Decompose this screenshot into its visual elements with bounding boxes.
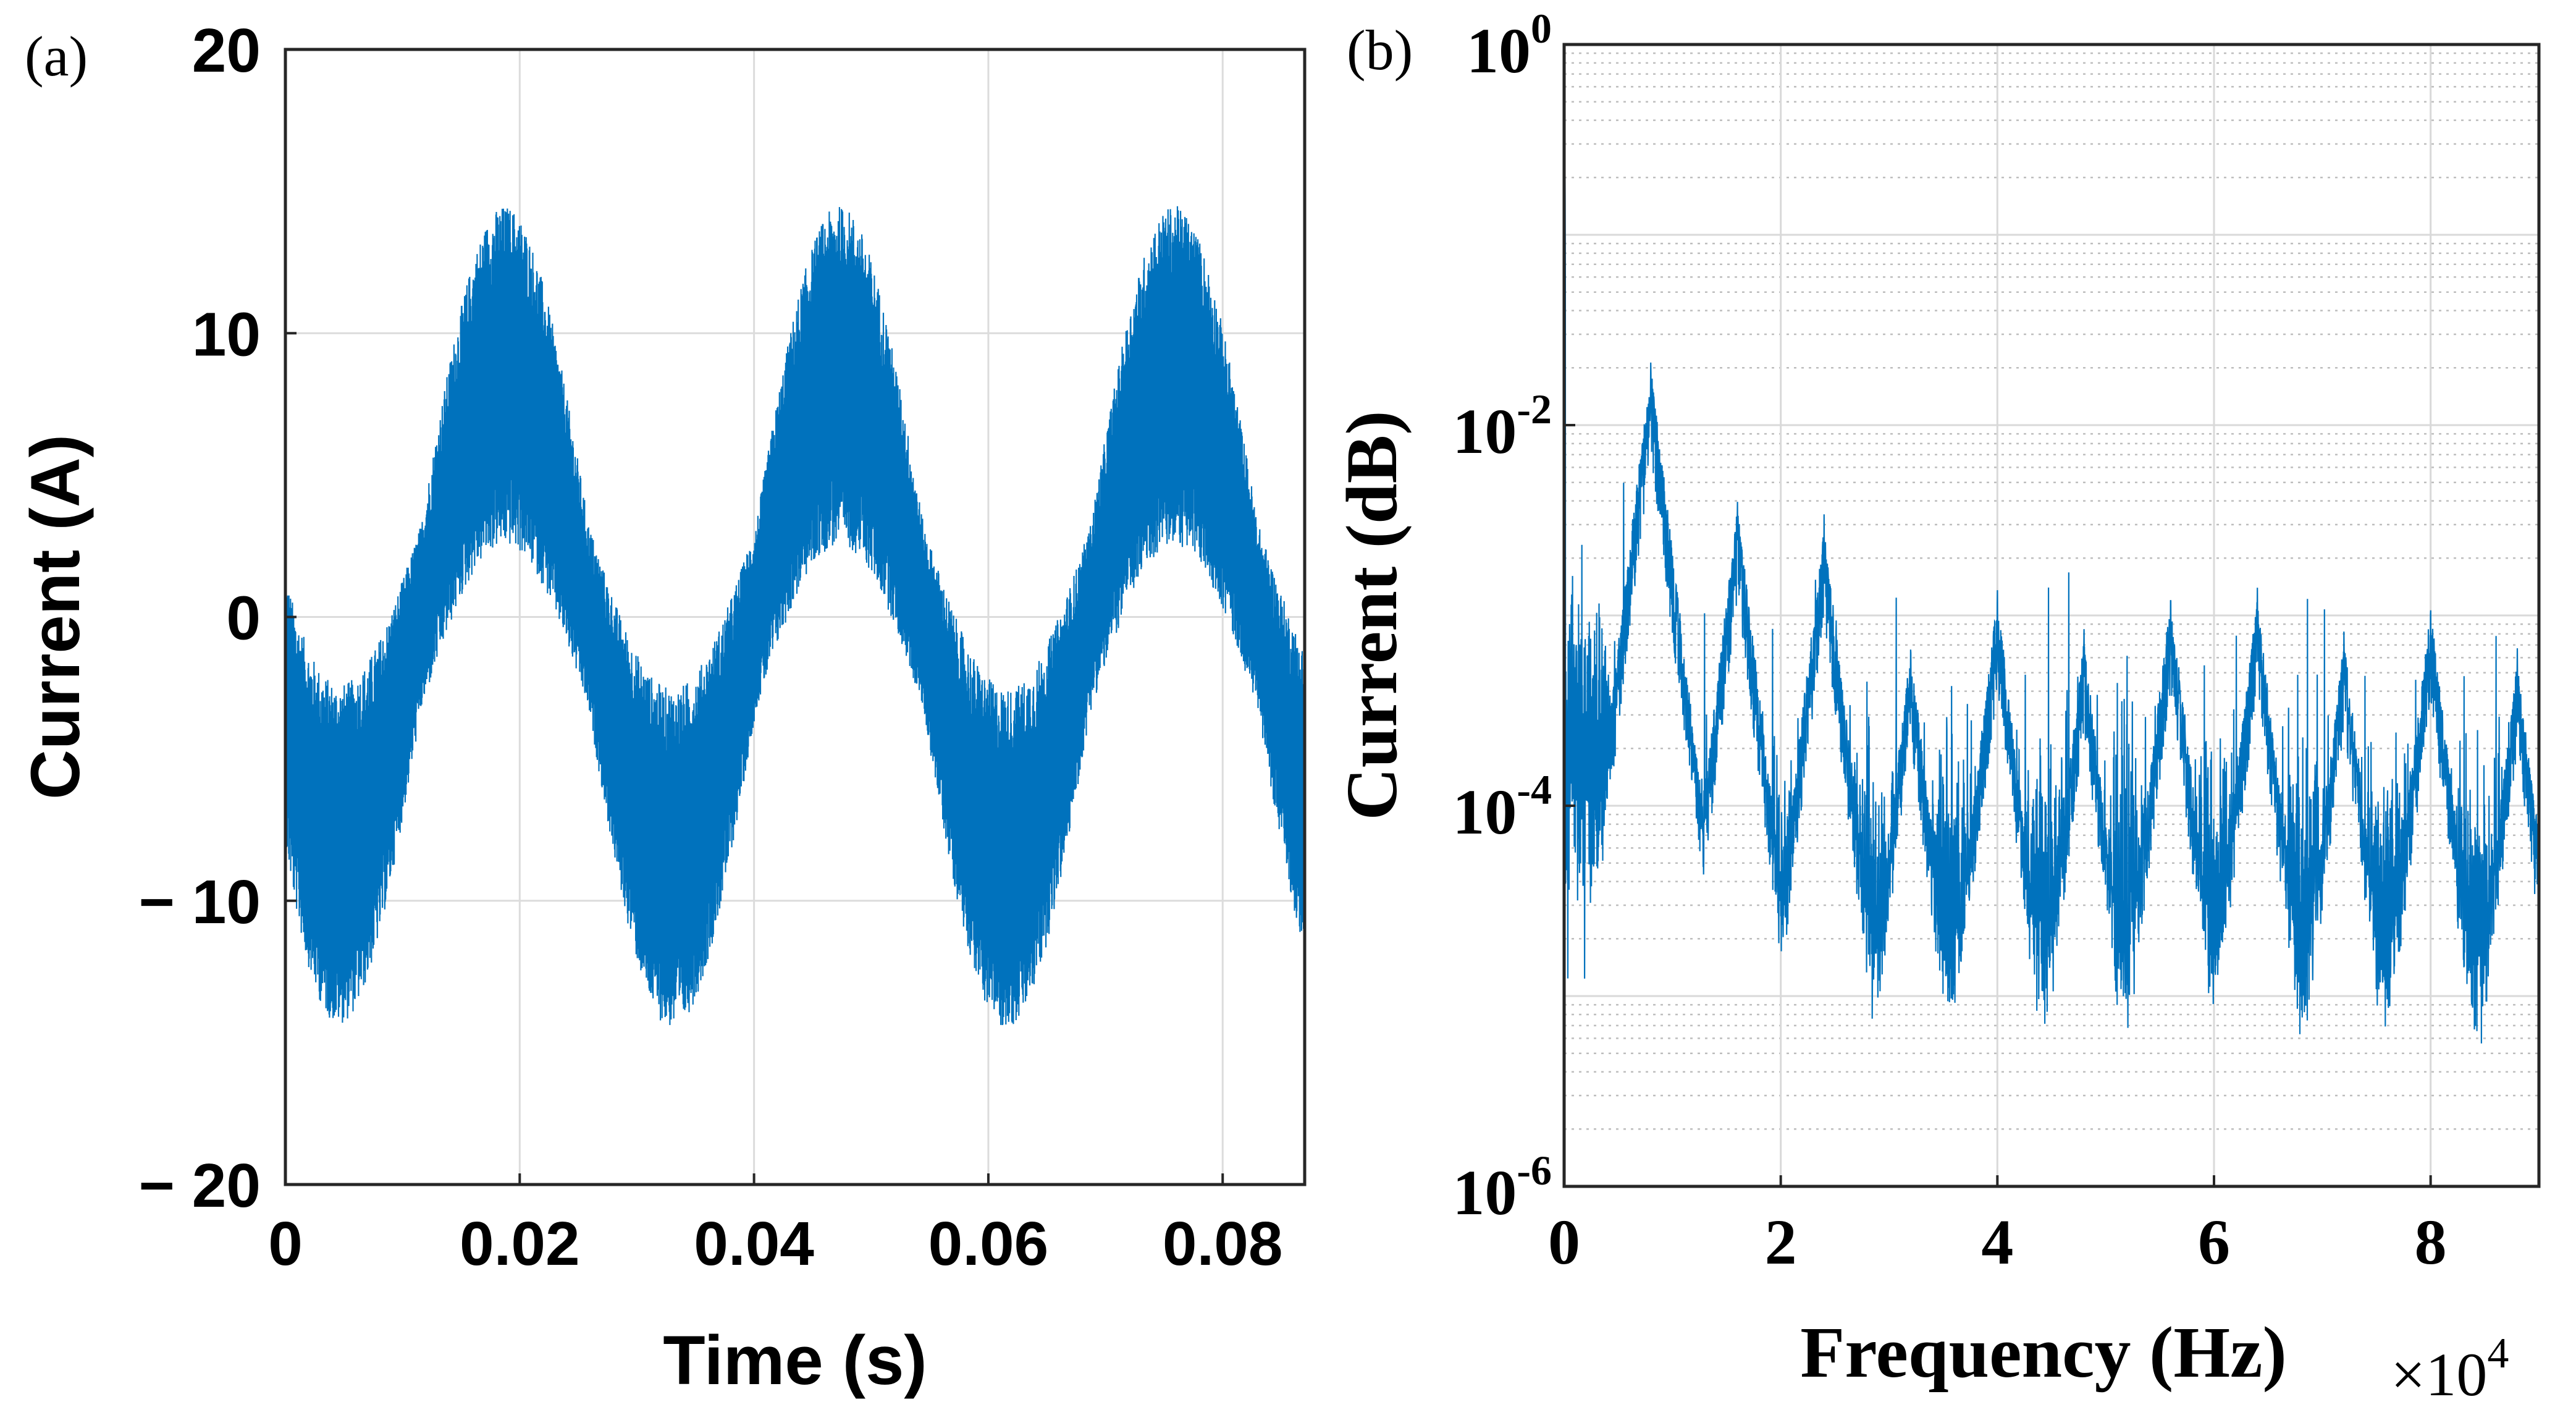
panel-a-x-tick-label: 0.02: [460, 1209, 580, 1278]
panel-a-grid: [285, 49, 1305, 1185]
panel-a-y-tick-label: 10: [192, 300, 261, 369]
panel-a-y-axis-label: Current (A): [17, 434, 94, 800]
panel-b-x-multiplier-base: ×10: [2391, 1340, 2487, 1409]
panel-b-y-tick-label: 10-2: [1452, 386, 1552, 467]
panel-b-y-tick-label: 10-6: [1452, 1147, 1552, 1228]
panel-b-x-tick-label: 4: [1981, 1207, 2013, 1278]
panel-a-label: (a): [25, 25, 88, 88]
panel-a-x-tick-label: 0: [268, 1209, 303, 1278]
panel-a-series: [284, 206, 1306, 1026]
panel-a: (a) 0 0.02 0.04 0.06 0.08 − 20 − 10 0 10 20 Time …: [17, 16, 1307, 1399]
panel-b-axes-frame: [1562, 43, 2541, 1188]
panel-a-y-tick-label: 20: [192, 16, 261, 85]
panel-b-grid: [1564, 44, 2539, 1186]
panel-b-y-tick-label: 100: [1467, 5, 1552, 87]
panel-a-y-tick-label: − 20: [139, 1151, 261, 1220]
panel-b-x-tick-label: 0: [1548, 1207, 1580, 1278]
panel-a-x-tick-label: 0.06: [928, 1209, 1049, 1278]
panel-b-x-tick-label: 8: [2415, 1207, 2447, 1278]
panel-a-x-axis-label: Time (s): [663, 1322, 927, 1399]
panel-a-ticks: 0 0.02 0.04 0.06 0.08 − 20 − 10 0 10 20: [139, 16, 1283, 1278]
panel-b-x-axis-label: Frequency (Hz): [1800, 1312, 2287, 1393]
panel-a-x-tick-label: 0.04: [694, 1209, 814, 1278]
panel-b-y-tick-label: 10-4: [1452, 766, 1552, 848]
panel-b-y-axis-label: Current (dB): [1331, 410, 1412, 820]
panel-b-x-tick-label: 2: [1765, 1207, 1797, 1278]
panel-b-label: (b): [1347, 19, 1413, 82]
panel-a-y-tick-label: 0: [226, 584, 261, 653]
panel-b-series: [1563, 87, 2540, 1044]
panel-b-x-tick-label: 6: [2198, 1207, 2230, 1278]
panel-a-y-tick-label: − 10: [139, 868, 261, 937]
panel-b-ticks: 0 2 4 6 8 10-6 10-4 10-2 100: [1452, 5, 2446, 1278]
panel-a-current-line: [284, 206, 1306, 1026]
panel-b-x-multiplier-exp: 4: [2487, 1330, 2509, 1377]
panel-b-x-multiplier: ×104: [2391, 1330, 2509, 1409]
panel-a-x-tick-label: 0.08: [1163, 1209, 1283, 1278]
panel-b-spectrum-line: [1563, 87, 2540, 1044]
